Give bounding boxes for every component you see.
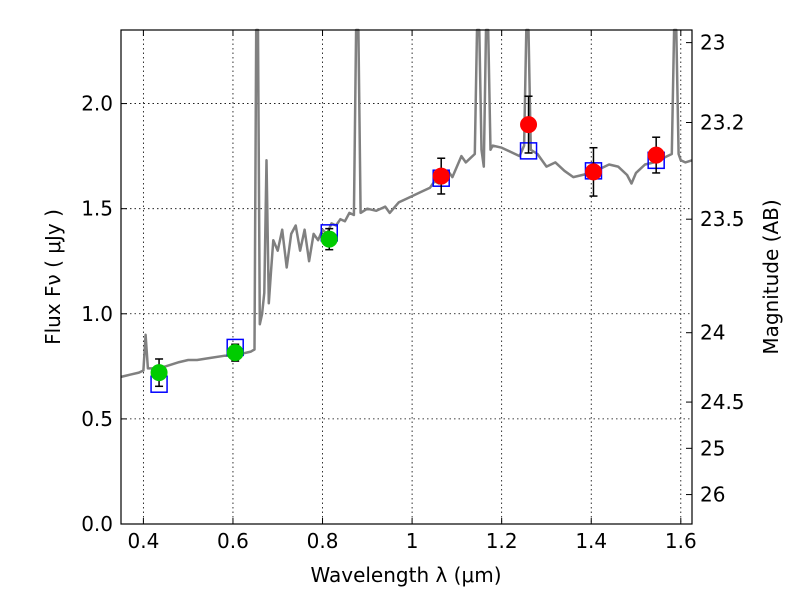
y2-tick-label: 24 [700,321,725,345]
observed-point-red [432,167,450,185]
x-tick-label: 0.6 [217,529,249,553]
observed-point-red [647,146,665,164]
y-tick-label: 0.0 [81,512,113,536]
y-tick-label: 1.5 [81,197,113,221]
y-tick-label: 2.0 [81,92,113,116]
y2-axis-label: Magnitude (AB) [759,199,783,354]
y2-tick-label: 24.5 [700,390,745,414]
observed-point-green [150,364,168,382]
y2-tick-label: 23 [700,31,725,55]
x-tick-label: 1.4 [575,529,607,553]
observed-point-red [520,116,538,134]
model-spectrum-line [120,28,693,379]
y2-tick-label: 23.2 [700,110,745,134]
x-tick-label: 0.4 [127,529,159,553]
grid [121,30,692,525]
plot-frame [120,29,693,525]
observed-point-red [584,163,602,181]
y-tick-label: 1.0 [81,302,113,326]
x-tick-label: 1 [406,529,419,553]
y-tick-label: 0.5 [81,407,113,431]
ticks-layer [121,30,692,525]
y2-tick-label: 26 [700,483,725,507]
y2-tick-label: 25 [700,436,725,460]
y2-tick-label: 23.5 [700,207,745,231]
tick-labels-layer: 0.4 0.6 0.8 1 1.2 1.4 1.6 0.0 0.5 1.0 1.5 2.0 23 23.2… [81,31,744,553]
x-axis-label: Wavelength λ (μm) [310,563,501,587]
x-tick-label: 0.8 [307,529,339,553]
observed-point-green [320,230,338,248]
spectrum-layer [120,28,693,379]
y-axis-label: Flux Fν ( μJy ) [41,209,65,345]
observed-points-layer [150,116,665,382]
x-tick-label: 1.6 [665,529,697,553]
errorbar-layer [155,95,661,388]
x-tick-label: 1.2 [486,529,518,553]
observed-point-green [226,344,244,362]
